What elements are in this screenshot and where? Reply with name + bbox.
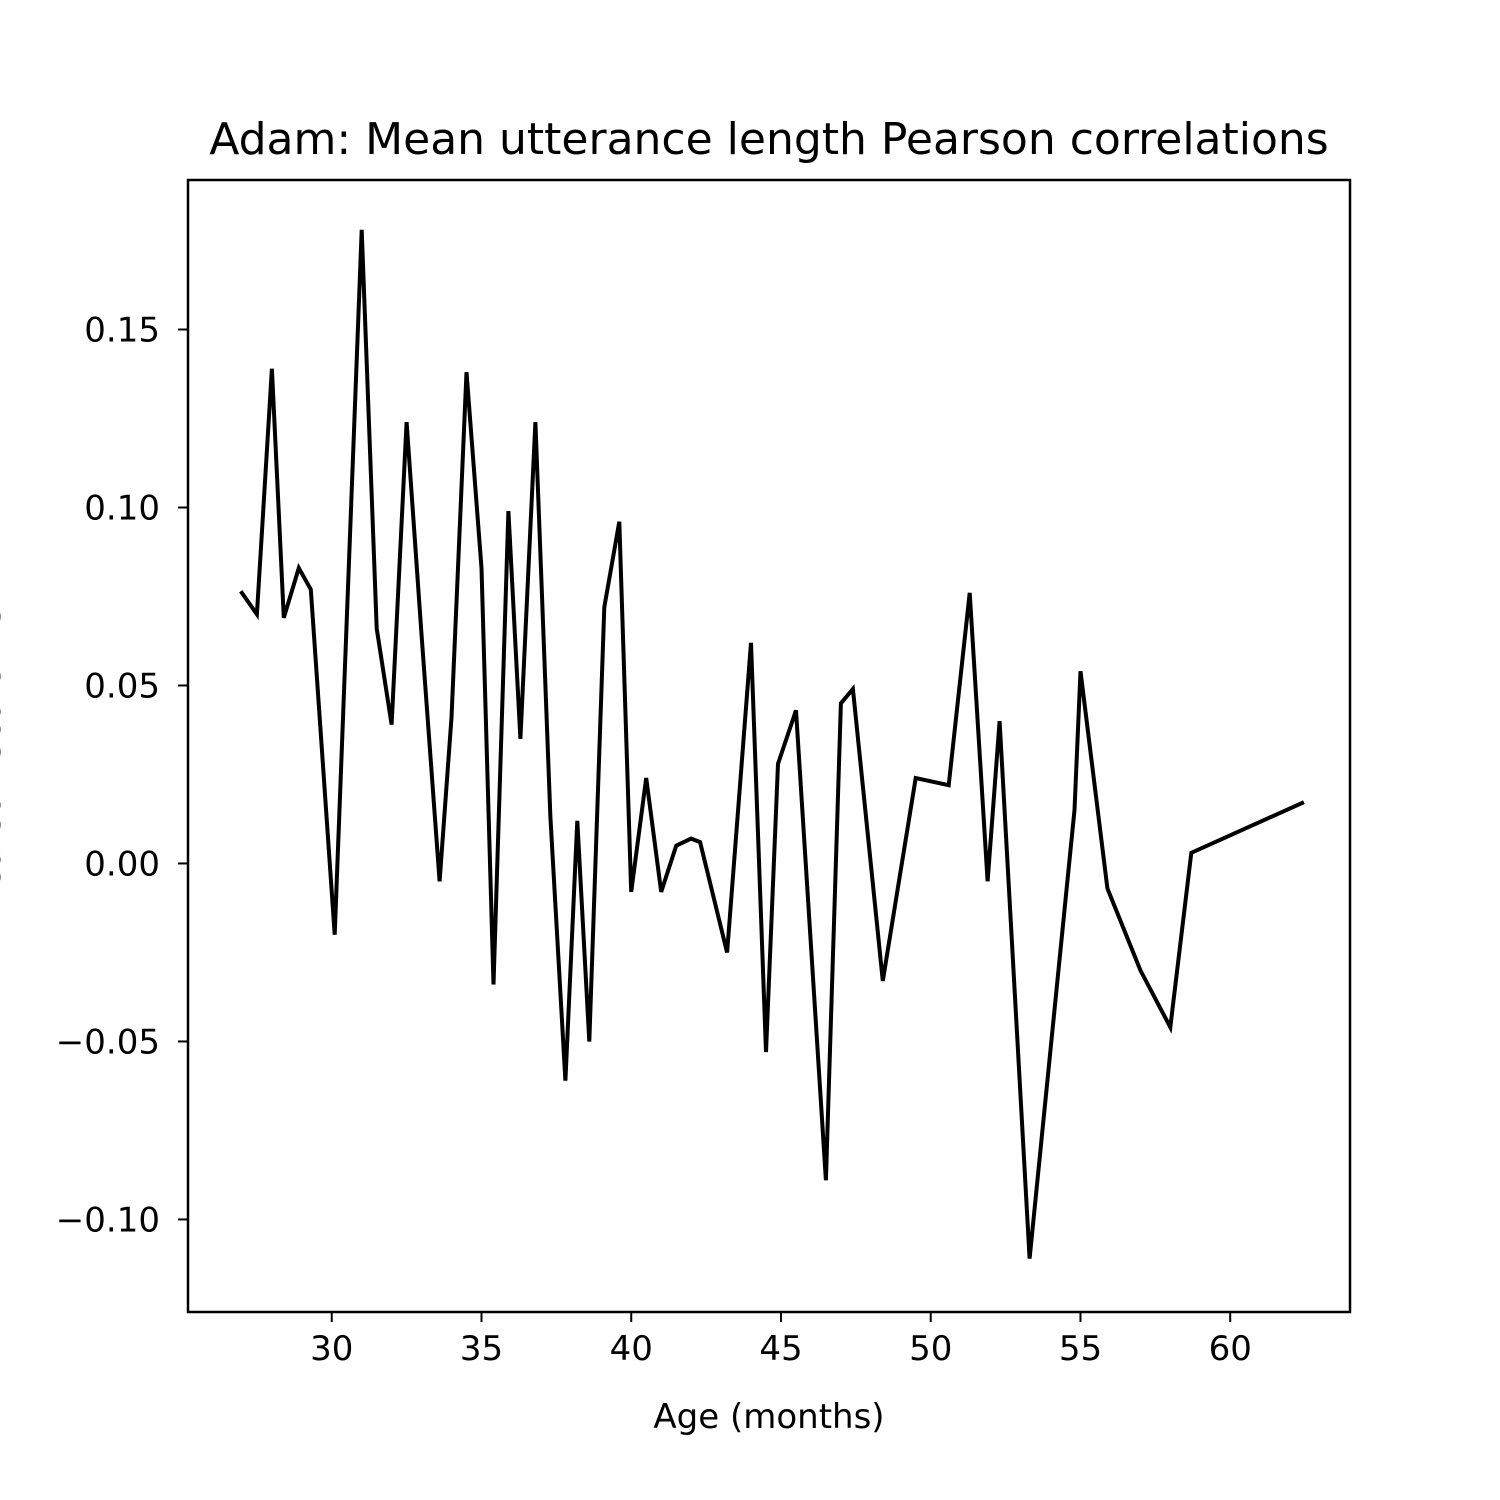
x-tick-label: 45: [759, 1329, 802, 1369]
y-tick-label: −0.05: [56, 1022, 160, 1062]
x-tick-label: 40: [610, 1329, 653, 1369]
x-tick-label: 35: [460, 1329, 503, 1369]
x-tick-label: 30: [310, 1329, 353, 1369]
y-tick-label: 0.00: [84, 844, 160, 884]
y-axis-label: Pearson Score MSE: [0, 584, 9, 908]
x-tick-label: 50: [909, 1329, 952, 1369]
y-tick-label: 0.05: [84, 666, 160, 706]
y-tick-label: 0.15: [84, 311, 160, 351]
y-tick-label: 0.10: [84, 488, 160, 528]
y-tick-label: −0.10: [56, 1200, 160, 1240]
x-tick-label: 55: [1059, 1329, 1102, 1369]
axis-ticks: 30 35 40 45 50 55 60 −0.10 −0.05 0.00 0.05 0.10 0.15: [56, 311, 1252, 1369]
x-axis-label: Age (months): [653, 1397, 884, 1437]
plot-frame: [186, 178, 1352, 1314]
x-tick-label: 60: [1209, 1329, 1252, 1369]
series-line: [239, 229, 1305, 1259]
chart-title: Adam: Mean utterance length Pearson corr…: [209, 114, 1328, 165]
